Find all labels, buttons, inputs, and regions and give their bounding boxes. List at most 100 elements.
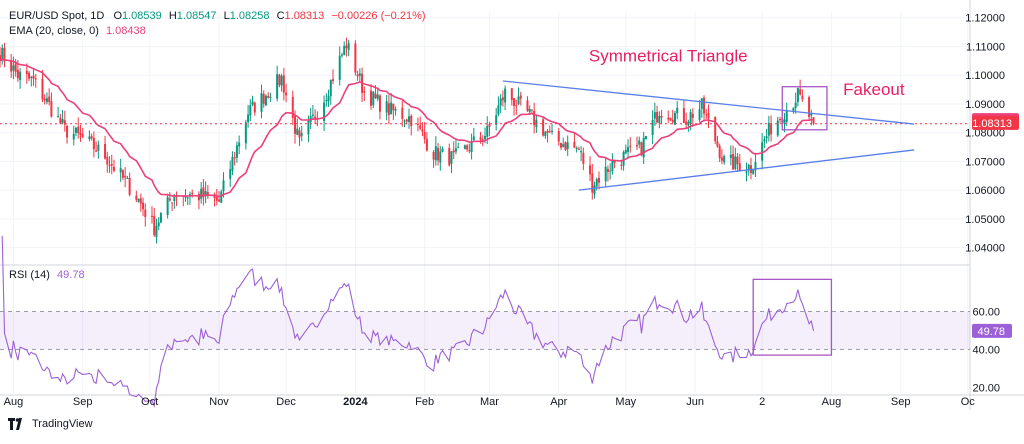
candle-body	[300, 133, 303, 136]
legend-main[interactable]: EUR/USD Spot, 1D O1.08539 H1.08547 L1.08…	[9, 10, 426, 22]
candle-body	[394, 109, 397, 111]
candle-body	[423, 132, 426, 140]
y-axis[interactable]: 1.12000 1.11000 1.10000 1.09000 1.08000 1.070…	[965, 13, 1005, 255]
candle-body	[282, 75, 285, 93]
candle-body	[329, 79, 332, 97]
y-tick-label: 1.08000	[965, 128, 1005, 140]
candle-body	[376, 94, 379, 100]
candle-body	[801, 95, 804, 99]
candle-body	[658, 115, 661, 123]
candle-body	[651, 119, 654, 136]
candle-body	[247, 114, 250, 123]
fakeout-box	[781, 86, 828, 131]
candle-body	[235, 145, 238, 158]
candle-body	[233, 157, 236, 159]
candle-body	[510, 88, 513, 101]
rsi-price-badge: 49.78	[977, 326, 1005, 338]
ema-value: 1.08438	[106, 25, 146, 37]
x-axis[interactable]: Aug Sep Oct Nov Dec 2024 Feb Mar Apr May Jun 2 Aug Se…	[4, 396, 976, 408]
candle-body	[48, 96, 51, 102]
candles-layer	[0, 37, 815, 244]
low-label: L	[224, 10, 230, 22]
candle-body	[370, 90, 373, 106]
change-value: −0.00226 (−0.21%)	[331, 10, 425, 22]
candle-body	[604, 166, 607, 182]
candle-body	[483, 136, 487, 140]
tradingview-brand[interactable]: TradingView	[8, 418, 93, 430]
candle-body	[519, 95, 522, 99]
candle-body	[142, 202, 145, 210]
candle-body	[562, 144, 565, 148]
candle-body	[700, 98, 703, 109]
candle-body	[340, 54, 343, 56]
candle-body	[325, 100, 328, 102]
rsi-box	[752, 278, 833, 356]
candle-body	[363, 91, 366, 93]
grid-layer	[0, 0, 1024, 410]
candle-body	[432, 151, 435, 160]
candle-body	[3, 47, 6, 62]
candle-body	[204, 191, 207, 197]
candle-body	[593, 185, 596, 195]
candle-body	[45, 98, 48, 102]
rsi-y-axis[interactable]: 60.00 40.00 20.00	[972, 307, 1000, 395]
high-value: 1.08547	[177, 10, 217, 22]
candle-body	[698, 109, 701, 120]
candle-body	[669, 117, 672, 121]
candle-body	[410, 115, 413, 127]
candle-body	[613, 160, 616, 163]
candle-body	[19, 71, 22, 80]
candle-body	[620, 164, 623, 166]
candle-body	[79, 132, 82, 135]
candle-body	[463, 145, 466, 149]
candle-body	[327, 95, 330, 102]
candle-body	[157, 222, 160, 227]
candle-body	[640, 142, 643, 156]
candle-body	[119, 168, 122, 173]
candle-body	[738, 163, 741, 172]
candle-body	[28, 72, 31, 79]
y-tick-label: 1.10000	[965, 70, 1005, 82]
candle-body	[202, 187, 205, 198]
legend-ema[interactable]: EMA (20, close, 0) 1.08438	[9, 25, 146, 37]
candle-body	[408, 116, 411, 123]
candle-body	[108, 164, 111, 166]
candle-body	[253, 102, 256, 113]
candle-body	[345, 45, 348, 49]
candle-body	[425, 138, 428, 151]
candle-body	[792, 107, 795, 112]
candle-body	[794, 102, 797, 108]
tradingview-logo-icon	[8, 418, 22, 430]
candle-body	[468, 150, 471, 152]
open-label: O	[113, 10, 122, 22]
candle-body	[548, 131, 551, 133]
candle-body	[72, 133, 75, 140]
candle-body	[783, 119, 786, 125]
candle-body	[763, 139, 766, 142]
candle-body	[374, 93, 377, 98]
candle-body	[278, 74, 281, 86]
candle-body	[311, 114, 314, 116]
candle-body	[231, 156, 234, 171]
candle-body	[200, 188, 203, 199]
boxes-layer	[781, 86, 828, 131]
candle-body	[403, 120, 406, 122]
candle-body	[687, 121, 690, 126]
candle-body	[343, 45, 346, 55]
legend-rsi[interactable]: RSI (14) 49.78	[9, 269, 85, 281]
open-value: 1.08539	[122, 10, 162, 22]
candle-body	[577, 148, 580, 150]
candle-body	[276, 74, 279, 99]
candle-body	[106, 156, 109, 165]
candle-body	[526, 100, 529, 112]
candle-body	[347, 43, 350, 50]
candle-body	[88, 136, 91, 140]
candle-body	[358, 73, 361, 76]
candle-body	[262, 93, 265, 104]
candle-body	[808, 97, 811, 117]
candle-body	[264, 95, 267, 106]
candle-body	[186, 197, 189, 199]
